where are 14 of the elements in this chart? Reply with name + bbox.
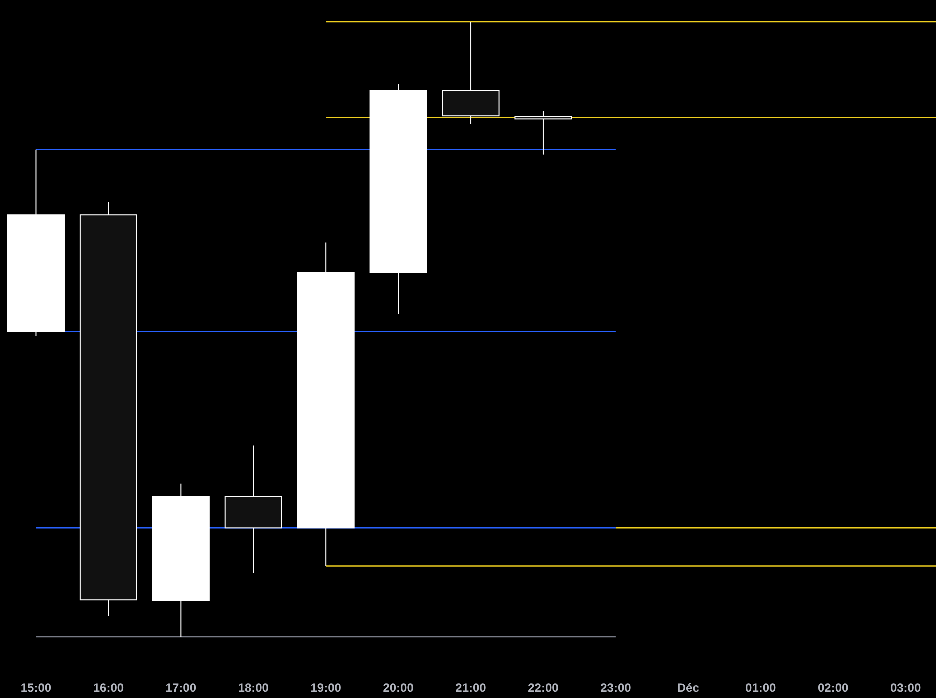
x-tick-label: 03:00 [890,681,922,695]
x-tick-label: 02:00 [818,681,850,695]
x-tick-label: 21:00 [456,681,487,695]
x-tick-label: 20:00 [383,681,414,695]
x-tick-label: 01:00 [746,681,777,695]
x-tick-label: 16:00 [93,681,124,695]
x-tick-label: 19:00 [310,681,342,695]
candlestick [514,110,572,156]
x-tick-label: 22:00 [528,681,560,695]
x-tick-label: Déc [677,681,700,695]
x-tick-label: 18:00 [238,681,270,695]
x-tick-label: 15:00 [20,681,52,695]
x-tick-label: 17:00 [166,681,197,695]
x-tick-label: 23:00 [600,681,632,695]
